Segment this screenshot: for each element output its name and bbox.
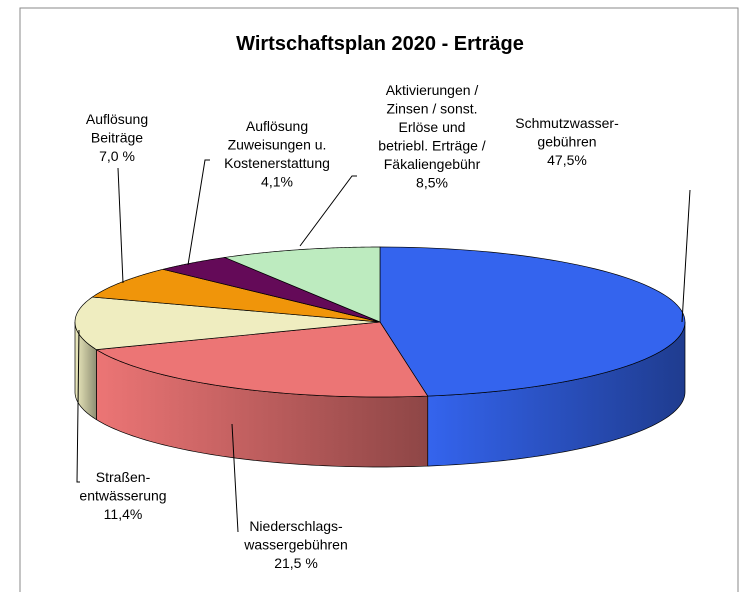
value-label: 4,1% [261, 174, 293, 190]
pie-slice [162, 257, 381, 323]
leader-line [681, 189, 691, 323]
slice-label: Aktivierungen / Zinsen / sonst. Erlöse und… [378, 82, 485, 172]
leader-line [231, 423, 239, 533]
slice-label: Auflösung Zuweisungen u. Kostenerstattung [224, 118, 330, 171]
slice-top [91, 268, 381, 323]
slice-top [162, 257, 381, 323]
slice-label: Straßen-entwässerung [79, 469, 166, 504]
leader-line [187, 159, 210, 266]
slice-top [379, 246, 686, 397]
value-label: 7,0 % [99, 148, 135, 164]
pie-slice [95, 321, 429, 468]
slice-label: Auflösung Beiträge [86, 111, 148, 146]
slice-label: Niederschlags-wassergebühren [243, 518, 348, 553]
leader-line [117, 167, 124, 284]
slice-top [74, 296, 381, 350]
slice-top [223, 246, 381, 323]
value-label: 47,5% [547, 152, 587, 168]
slice-label: Schmutzwasser-gebühren [515, 115, 619, 150]
slice-top [95, 321, 429, 398]
pie-slice [91, 268, 381, 323]
pie-slice [379, 246, 686, 467]
pie-slice [223, 246, 381, 323]
chart-title: Wirtschaftsplan 2020 - Erträge [236, 33, 524, 55]
leader-line [299, 175, 357, 247]
leader-line [76, 329, 80, 483]
value-label: 21,5 % [274, 555, 318, 571]
value-label: 11,4% [104, 506, 143, 522]
value-label: 8,5% [416, 175, 448, 191]
pie-slice [74, 296, 381, 421]
